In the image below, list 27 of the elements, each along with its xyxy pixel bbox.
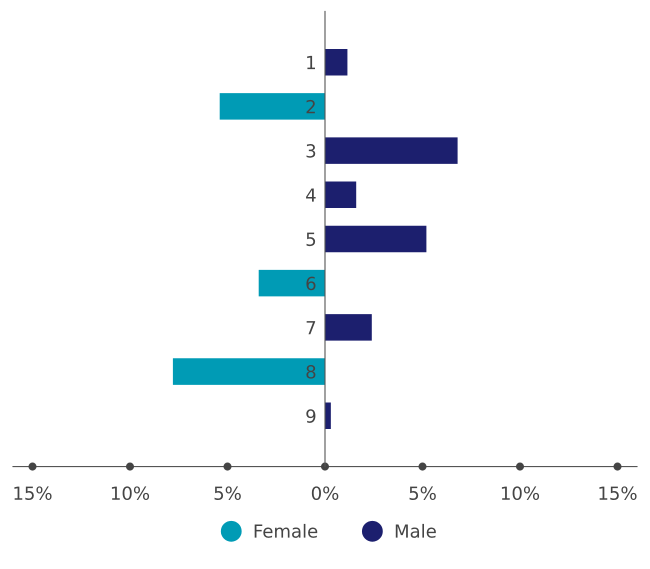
y-tick-label: 4: [306, 188, 316, 202]
bar: [325, 137, 458, 164]
bar: [325, 314, 372, 341]
x-tick-label: 0%: [312, 486, 338, 500]
y-tick-label: 8: [306, 365, 316, 379]
y-tick-label: 9: [306, 409, 316, 423]
bar: [325, 226, 426, 252]
bar: [325, 402, 331, 430]
y-tick-label: 6: [306, 276, 316, 290]
bar: [325, 182, 356, 208]
bar: [258, 270, 325, 296]
x-tick-label: 10%: [112, 486, 150, 500]
y-tick-label: 7: [306, 321, 316, 334]
legend-label: Female: [254, 524, 318, 538]
x-tick-label: 5%: [410, 486, 436, 500]
y-tick-label: 1: [307, 56, 315, 70]
x-tick-label: 15%: [14, 486, 52, 500]
x-tick-label: 10%: [502, 486, 540, 500]
bar: [325, 48, 348, 76]
legend-label: Male: [396, 524, 436, 538]
bar: [220, 93, 325, 120]
bar: [172, 358, 325, 385]
x-tick-label: 15%: [599, 486, 637, 500]
x-tick-label: 5%: [214, 486, 241, 500]
y-tick-label: 3: [306, 144, 316, 158]
y-tick-label: 2: [306, 100, 315, 114]
y-tick-label: 5: [306, 232, 316, 246]
